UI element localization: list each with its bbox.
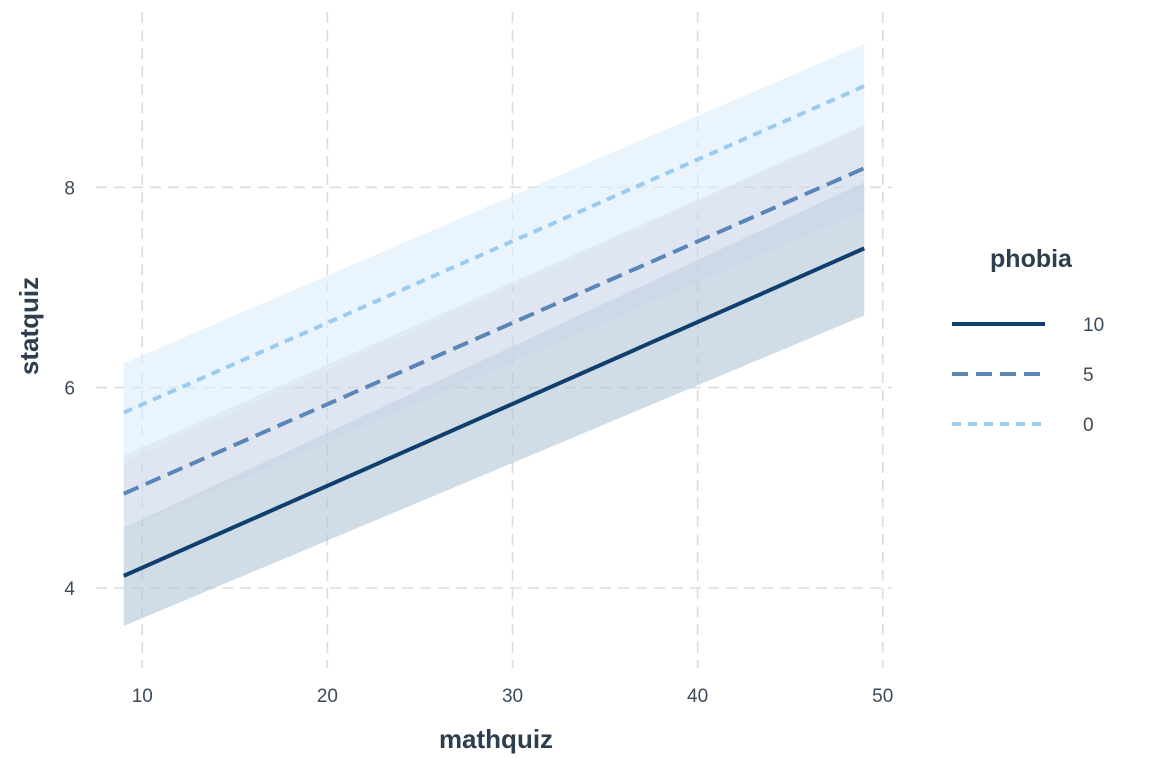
legend-item-phobia-0: 0 [952,415,1094,436]
x-axis-title: mathquiz [439,724,553,754]
legend-label-phobia-5: 5 [1083,365,1094,386]
y-tick-label: 8 [64,178,75,199]
legend-title: phobia [990,245,1073,273]
confidence-band-phobia-10 [123,182,865,626]
x-tick-labels: 10 20 30 40 50 [132,686,894,707]
confidence-bands [123,44,865,626]
legend: phobia 10 5 0 [952,245,1104,436]
y-tick-labels: 4 6 8 [64,178,75,600]
legend-item-phobia-5: 5 [952,365,1094,386]
confidence-band-phobia-0 [123,44,865,462]
legend-item-phobia-10: 10 [952,315,1104,336]
series-line-phobia-10 [122,246,866,578]
y-tick-label: 4 [64,579,75,600]
legend-items: 10 5 0 [952,315,1104,436]
series-lines [122,84,866,578]
x-tick-label: 50 [872,686,893,707]
x-tick-label: 10 [132,686,153,707]
x-tick-label: 40 [687,686,708,707]
series-line-phobia-5 [122,166,866,496]
confidence-band-phobia-5 [123,125,865,530]
legend-label-phobia-0: 0 [1083,415,1094,436]
y-axis-title: statquiz [14,277,44,375]
legend-label-phobia-10: 10 [1083,315,1104,336]
x-tick-label: 30 [502,686,523,707]
y-tick-label: 6 [64,379,75,400]
x-tick-label: 20 [317,686,338,707]
series-line-phobia-0 [122,84,866,415]
